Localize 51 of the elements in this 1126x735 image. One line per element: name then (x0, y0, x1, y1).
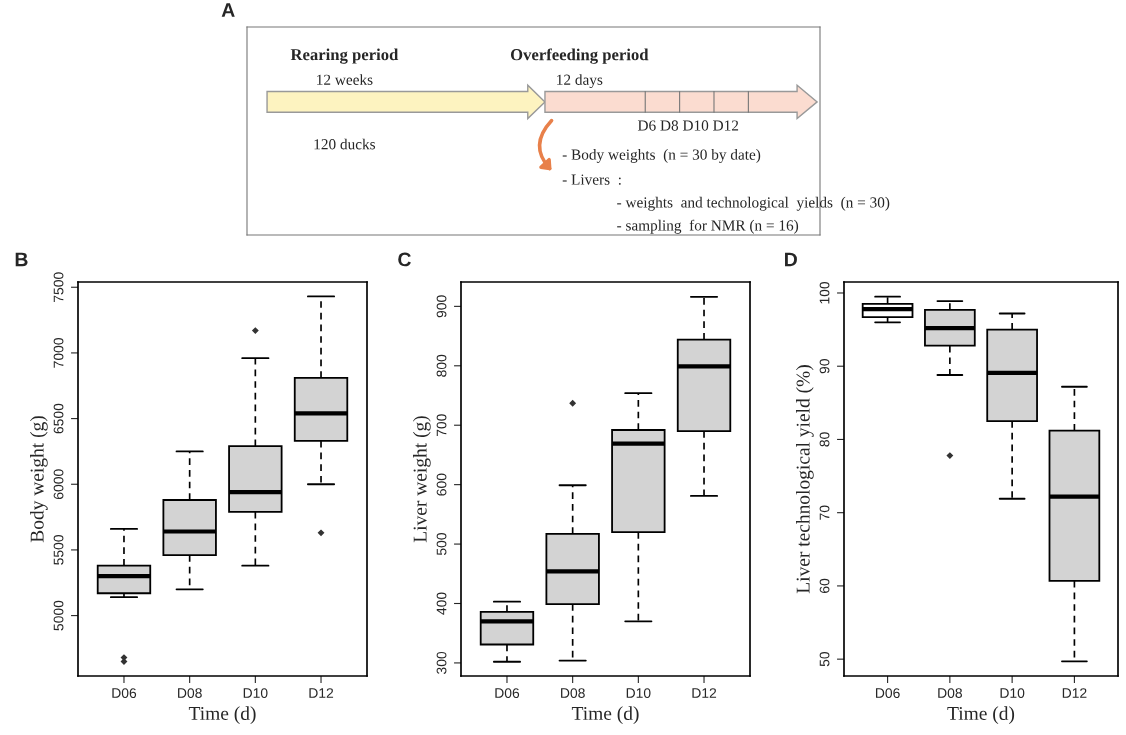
text: Rearing period (290, 48, 399, 64)
chart-title: C (398, 252, 411, 267)
x-tick-label: D10 (243, 688, 268, 699)
x-tick-label: D06 (112, 688, 137, 699)
y-tick-label: 800 (436, 354, 447, 377)
x-axis-title: Time (d) (947, 706, 1015, 724)
y-tick-label: 400 (436, 592, 447, 615)
y-tick-label: 6000 (53, 469, 64, 499)
x-tick-label: D12 (309, 688, 334, 698)
y-tick-label: 5500 (53, 535, 64, 565)
y-tick-label: 50 (819, 651, 830, 667)
x-axis-title: Time (d) (188, 706, 256, 724)
y-axis-title: Body weight (g) (30, 416, 48, 543)
text: - Body weights (n = 30 by date) (562, 149, 761, 163)
x-tick-label: D08 (938, 688, 962, 699)
text: - Livers : (562, 174, 621, 185)
chart-title: B (15, 252, 28, 267)
x-tick-label: D06 (875, 688, 900, 699)
y-tick-label: 700 (436, 414, 447, 437)
y-tick-label: 100 (819, 281, 830, 304)
y-tick-label: 6500 (53, 403, 64, 434)
text: - weights and technological yields (n = 30) (617, 196, 890, 211)
text: A (221, 3, 235, 17)
x-axis-title: Time (d) (571, 706, 639, 724)
x-tick-label: D06 (495, 688, 520, 699)
x-tick-label: D12 (1062, 688, 1087, 698)
y-axis-title: Liver technological yield (%) (796, 365, 814, 594)
text: Overfeeding period (510, 48, 649, 64)
y-tick-label: 60 (819, 578, 830, 593)
y-tick-label: 7000 (53, 338, 64, 368)
y-tick-label: 90 (819, 359, 830, 374)
x-tick-label: D10 (1000, 688, 1025, 699)
y-tick-label: 5000 (53, 600, 64, 631)
y-tick-label: 70 (819, 505, 830, 520)
x-tick-label: D08 (561, 688, 585, 699)
y-tick-label: 500 (436, 533, 447, 556)
text: 12 days (557, 74, 603, 89)
y-tick-label: 7500 (53, 272, 64, 302)
y-tick-label: 300 (436, 651, 447, 674)
text: 12 weeks (317, 74, 373, 85)
x-tick-label: D12 (692, 688, 717, 698)
y-axis-title: Liver weight (g) (413, 416, 431, 543)
y-tick-label: 80 (819, 432, 830, 447)
text: 120 ducks (314, 138, 376, 150)
y-tick-label: 900 (436, 295, 447, 318)
x-tick-label: D10 (626, 688, 651, 699)
x-tick-label: D08 (178, 688, 202, 699)
text: D6 D8 D10 D12 (637, 120, 739, 131)
y-tick-label: 600 (436, 473, 447, 496)
text: - sampling for NMR (n = 16) (617, 219, 799, 234)
chart-title: D (785, 252, 797, 267)
